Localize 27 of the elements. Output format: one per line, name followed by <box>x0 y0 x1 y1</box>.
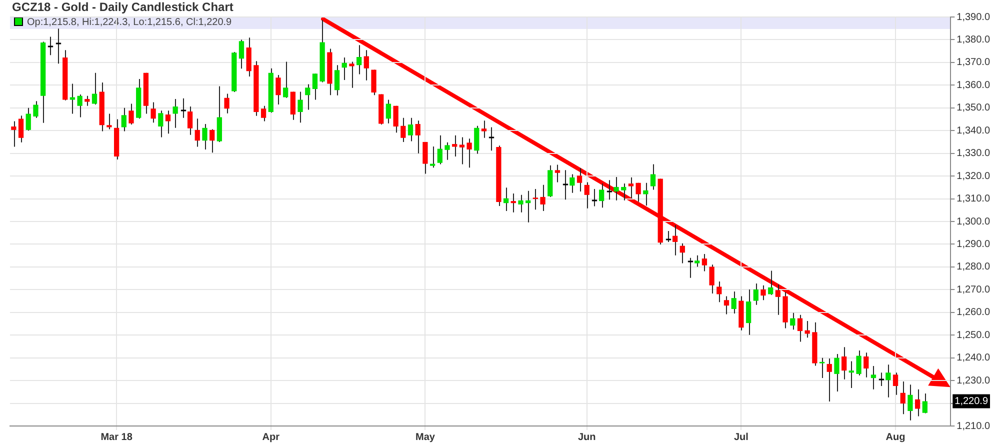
y-tick-label: 1,370.0 <box>956 57 990 68</box>
y-tick-label: 1,250.0 <box>956 330 990 341</box>
annotation: Op:1,215.8, Hi:1,224.3, Lo:1,215.6, Cl:1,220.9 <box>10 17 951 29</box>
x-tick-label: Mar 18 <box>100 432 133 443</box>
y-tick-label: 1,320.0 <box>956 170 990 182</box>
x-tick-label: Apr <box>262 432 280 443</box>
y-tick-label: 1,280.0 <box>956 262 990 273</box>
x-tick-label: May <box>415 432 436 443</box>
y-tick-label: 1,230.0 <box>956 375 990 386</box>
y-tick-label: 1,210.0 <box>956 420 990 432</box>
chart-title: GCZ18 - Gold - Daily Candlestick Chart <box>12 0 234 14</box>
annotation: 1,220.9 <box>954 396 988 407</box>
y-tick-label: 1,340.0 <box>956 125 990 136</box>
y-tick-label: 1,240.0 <box>956 352 990 364</box>
y-tick-label: 1,270.0 <box>956 284 990 296</box>
y-tick-label: 1,310.0 <box>956 194 990 205</box>
x-tick-label: Jun <box>578 432 596 443</box>
y-tick-label: 1,260.0 <box>956 307 990 318</box>
x-tick-label: Jul <box>734 432 749 443</box>
y-tick-label: 1,330.0 <box>956 148 990 160</box>
y-tick-label: 1,380.0 <box>956 34 990 46</box>
y-tick-label: 1,300.0 <box>956 216 990 228</box>
y-tick-label: 1,350.0 <box>956 102 990 114</box>
y-tick-label: 1,360.0 <box>956 80 990 91</box>
y-tick-label: 1,290.0 <box>956 238 990 250</box>
y-tick-label: 1,390.0 <box>956 12 990 23</box>
x-tick-label: Aug <box>886 432 906 443</box>
